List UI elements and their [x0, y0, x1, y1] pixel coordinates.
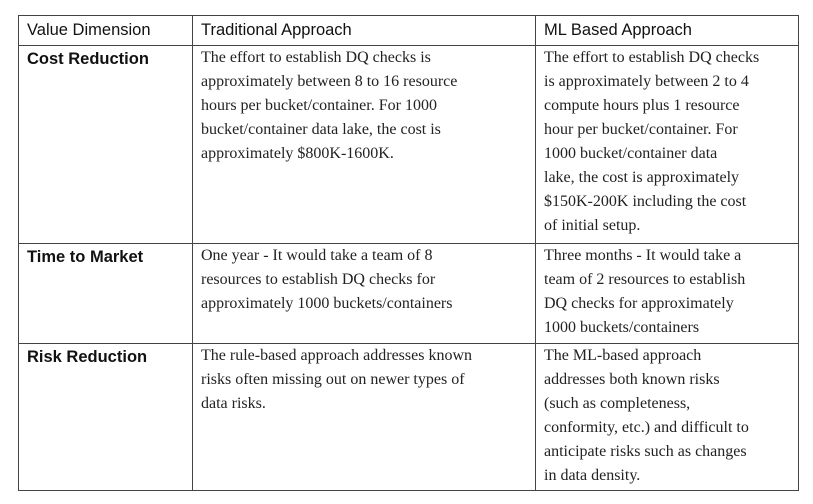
text-line: The effort to establish DQ checks — [544, 49, 760, 66]
text-line: $150K-200K including the cost — [544, 193, 747, 210]
dimension-cell: Time to Market — [18, 243, 193, 344]
text-line: of initial setup. — [544, 217, 641, 234]
text-line: is approximately between 2 to 4 — [544, 73, 749, 90]
traditional-cell: The effort to establish DQ checks is appr… — [192, 45, 536, 244]
text-line: (such as completeness, — [544, 395, 691, 412]
text-line: team of 2 resources to establish — [544, 271, 746, 288]
text-line: hour per bucket/container. For — [544, 121, 738, 138]
text-line: approximately between 8 to 16 resource — [201, 73, 458, 90]
comparison-table: Value Dimension Traditional Approach ML … — [18, 15, 799, 491]
text-line: 1000 bucket/container data — [544, 145, 718, 162]
text-line: in data density. — [544, 467, 641, 484]
text-line: 1000 buckets/containers — [544, 319, 700, 336]
text-line: Three months - It would take a — [544, 247, 742, 264]
header-row: Value Dimension Traditional Approach ML … — [18, 15, 799, 46]
text-line: DQ checks for approximately — [544, 295, 734, 312]
text-line: The rule-based approach addresses known — [201, 347, 473, 364]
text-line: conformity, etc.) and difficult to — [544, 419, 749, 436]
text-line: One year - It would take a team of 8 — [201, 247, 433, 264]
text-line: The ML-based approach — [544, 347, 702, 364]
text-line: approximately $800K-1600K. — [201, 145, 394, 162]
text-line: anticipate risks such as changes — [544, 443, 747, 460]
ml-cell: Three months - It would take a team of 2 … — [535, 243, 799, 344]
table-row: Time to Market One year - It would take … — [18, 243, 799, 344]
dimension-cell: Risk Reduction — [18, 343, 193, 491]
traditional-cell: The rule-based approach addresses known r… — [192, 343, 536, 491]
text-line: The effort to establish DQ checks is — [201, 49, 431, 66]
ml-cell: The effort to establish DQ checks is appr… — [535, 45, 799, 244]
text-line: compute hours plus 1 resource — [544, 97, 740, 114]
dimension-cell: Cost Reduction — [18, 45, 193, 244]
header-value-dimension: Value Dimension — [18, 15, 193, 46]
text-line: data risks. — [201, 395, 266, 412]
traditional-cell: One year - It would take a team of 8 reso… — [192, 243, 536, 344]
ml-cell: The ML-based approach addresses both know… — [535, 343, 799, 491]
text-line: hours per bucket/container. For 1000 — [201, 97, 437, 114]
text-line: bucket/container data lake, the cost is — [201, 121, 441, 138]
table-row: Risk Reduction The rule-based approach a… — [18, 343, 799, 491]
text-line: addresses both known risks — [544, 371, 720, 388]
text-line: risks often missing out on newer types o… — [201, 371, 465, 388]
text-line: approximately 1000 buckets/containers — [201, 295, 453, 312]
header-ml-approach: ML Based Approach — [535, 15, 799, 46]
text-line: lake, the cost is approximately — [544, 169, 740, 186]
header-traditional-approach: Traditional Approach — [192, 15, 536, 46]
table-row: Cost Reduction The effort to establish D… — [18, 45, 799, 244]
text-line: resources to establish DQ checks for — [201, 271, 436, 288]
